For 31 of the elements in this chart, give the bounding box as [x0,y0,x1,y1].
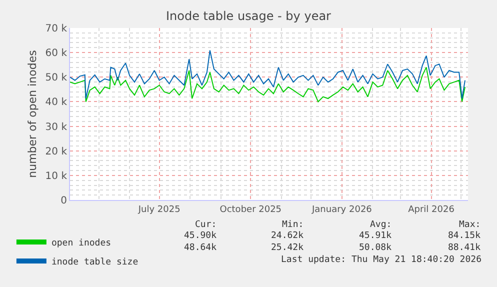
text: Max: [459,220,481,230]
text: Min: [282,220,304,230]
x-tick-label: April 2026 [408,204,455,215]
text: 84.15k [448,231,482,241]
text: Avg: [370,220,392,230]
text: 24.62k [271,231,304,241]
text: 48.64k [184,243,218,253]
line-series [70,66,466,102]
x-tick-label: January 2026 [311,204,372,215]
chart-title: Inode table usage - by year [166,9,332,24]
text: Cur: [195,220,217,230]
x-tick-label: July 2025 [137,204,180,215]
y-axis-title: number of open inodes [26,50,39,178]
y-tick-label: 0 [60,196,67,206]
legend-label: open inodes [51,238,112,249]
line-series [70,50,466,100]
y-tick-label: 60 k [45,48,68,60]
text: 45.90k [184,231,218,241]
text: 50.08k [359,243,392,253]
y-tick-label: 70 k [45,24,68,34]
y-tick-label: 10 k [45,170,68,182]
y-tick-label: 20 k [45,146,68,158]
legend-label: inode table size [51,258,138,268]
text: 45.91k [359,231,392,241]
text: 25.42k [271,243,304,253]
x-tick-label: October 2025 [220,204,282,215]
y-tick-label: 30 k [45,122,68,133]
y-tick-label: 40 k [45,97,68,108]
text: Last update: Thu May 21 18:40:20 2026 [281,255,482,265]
y-tick-label: 50 k [45,72,68,84]
text: 88.41k [448,243,482,253]
